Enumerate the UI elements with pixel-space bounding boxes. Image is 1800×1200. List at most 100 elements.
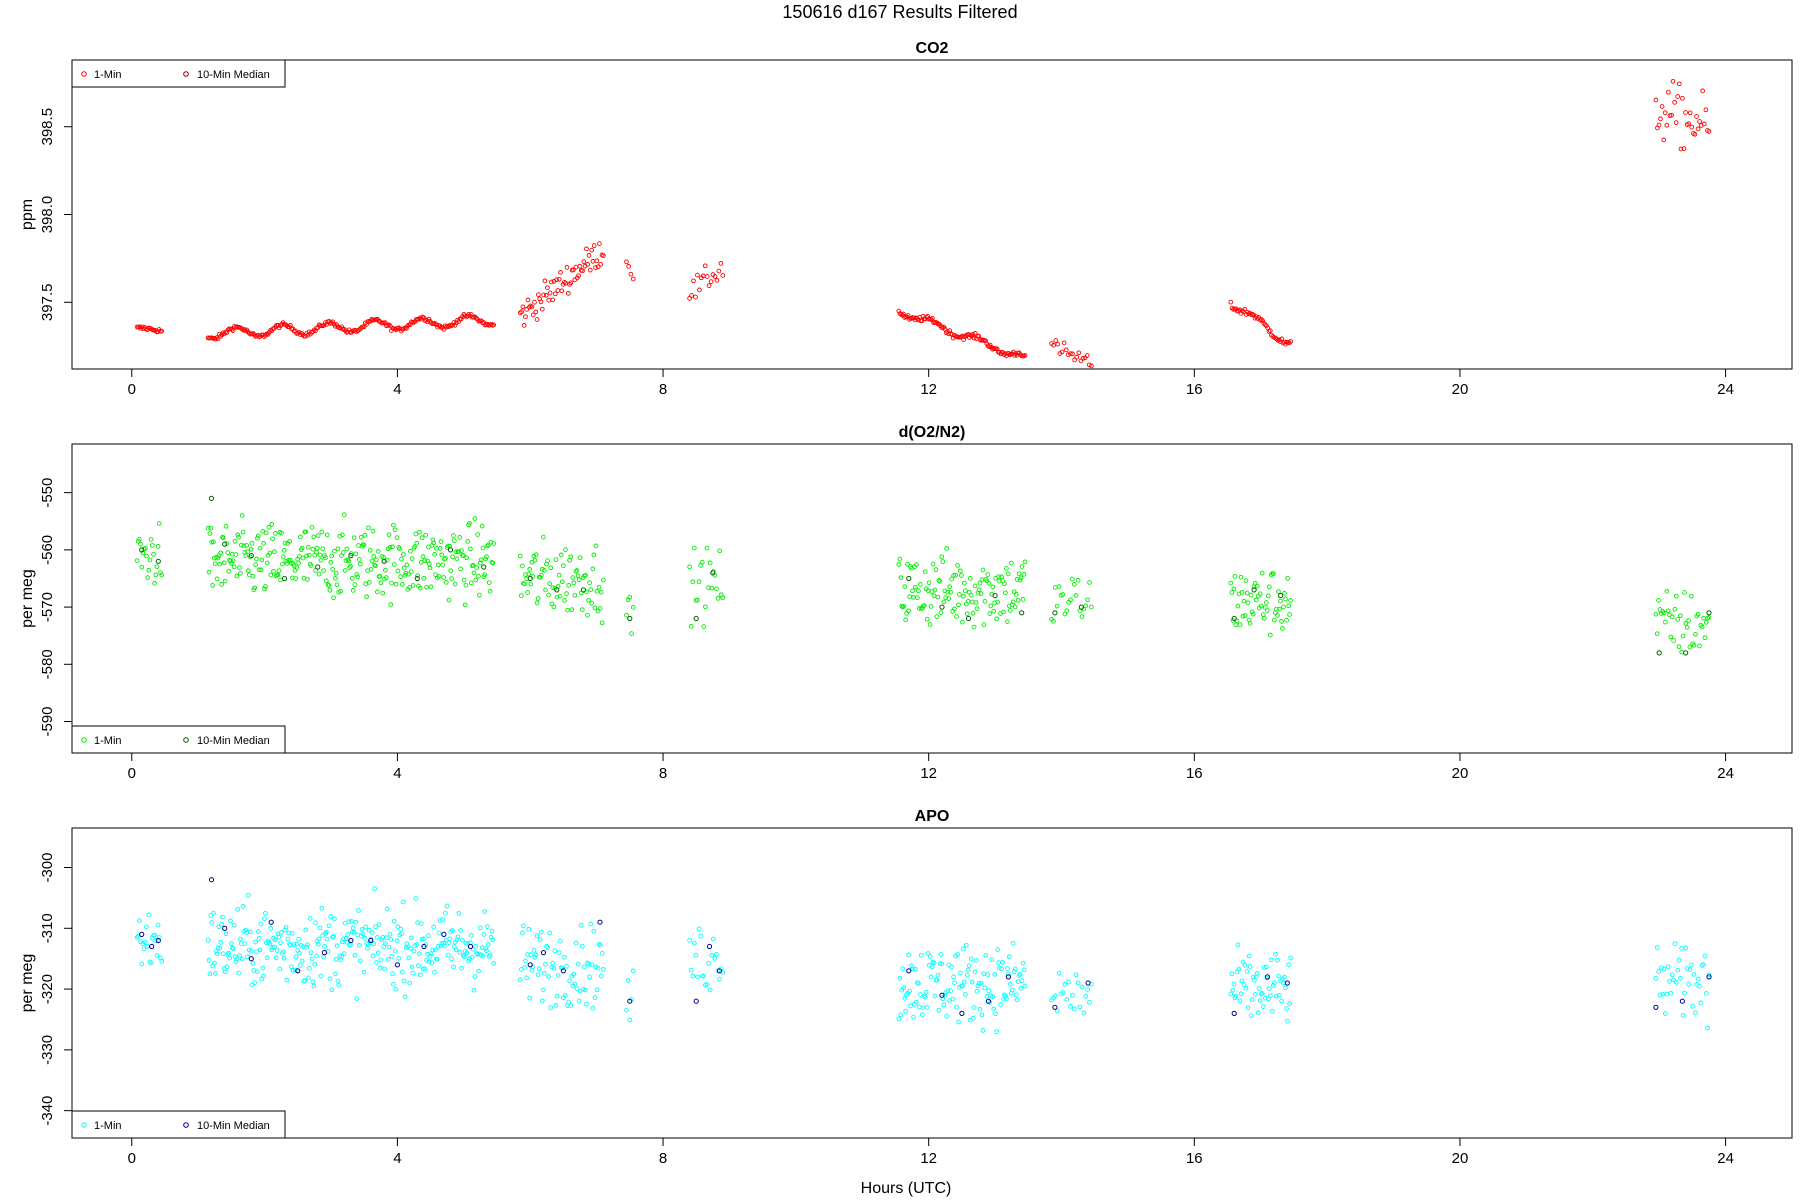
data-point-1min: [922, 994, 928, 1000]
x-tick-label: 8: [659, 1150, 667, 1167]
data-point-1min: [706, 585, 711, 591]
data-point-1min: [390, 971, 395, 977]
data-point-1min: [1703, 991, 1709, 996]
data-point-1min: [1702, 953, 1708, 959]
data-point-1min: [978, 591, 984, 596]
data-point-1min: [560, 995, 566, 1001]
panel-title: APO: [915, 808, 950, 825]
data-point-1min: [383, 935, 389, 941]
data-point-1min: [626, 264, 632, 269]
data-point-1min: [1001, 609, 1006, 615]
data-point-1min: [463, 582, 469, 588]
data-point-1min: [443, 555, 448, 561]
data-point-1min: [951, 974, 956, 980]
data-point-1min: [584, 246, 589, 252]
data-point-1min: [1071, 1006, 1077, 1012]
data-point-1min: [1693, 1010, 1698, 1016]
data-point-1min: [1087, 580, 1092, 585]
data-point-1min: [902, 996, 908, 1001]
data-point-1min: [319, 906, 325, 911]
data-point-1min: [1015, 597, 1021, 603]
data-point-1min: [400, 899, 406, 905]
data-point-median: [716, 968, 723, 974]
panel-title: CO2: [916, 40, 949, 57]
data-point-1min: [355, 574, 360, 580]
x-tick-label: 20: [1452, 381, 1469, 398]
data-point-1min: [936, 578, 942, 583]
data-point-1min: [574, 986, 580, 992]
data-point-1min: [468, 580, 474, 586]
data-point-1min: [923, 989, 929, 995]
data-point-1min: [219, 922, 224, 927]
data-point-1min: [1019, 978, 1025, 983]
data-point-1min: [550, 960, 556, 966]
data-point-1min: [545, 945, 550, 950]
data-point-1min: [385, 957, 391, 962]
data-point-1min: [533, 309, 539, 315]
data-point-1min: [916, 981, 921, 986]
data-point-1min: [384, 906, 390, 912]
data-point-1min: [246, 892, 251, 898]
data-point-1min: [950, 996, 955, 1002]
data-point-1min: [916, 606, 922, 611]
data-point-1min: [1079, 984, 1085, 990]
data-point-median: [248, 956, 254, 962]
data-point-1min: [256, 567, 262, 573]
data-point-median: [959, 1010, 965, 1017]
data-point-1min: [690, 973, 696, 979]
data-point-1min: [715, 596, 721, 601]
data-point-1min: [403, 570, 409, 576]
data-point-1min: [630, 605, 636, 610]
data-point-1min: [482, 572, 488, 578]
data-point-1min: [924, 616, 930, 622]
data-point-1min: [714, 278, 720, 283]
data-point-1min: [526, 571, 532, 577]
data-point-1min: [401, 978, 407, 984]
data-point-1min: [934, 614, 940, 619]
data-point-1min: [553, 1003, 559, 1008]
data-point-1min: [221, 951, 226, 957]
data-point-1min: [1288, 955, 1293, 961]
data-point-1min: [1003, 590, 1008, 596]
data-point-1min: [1237, 998, 1243, 1004]
data-point-1min: [1054, 1008, 1060, 1014]
data-point-1min: [1280, 626, 1285, 631]
x-tick-label: 24: [1717, 1150, 1734, 1167]
data-point-1min: [538, 299, 544, 305]
data-point-1min: [585, 262, 591, 267]
data-point-1min: [527, 567, 533, 572]
data-point-1min: [1251, 978, 1257, 983]
data-point-1min: [239, 326, 245, 332]
data-point-1min: [377, 965, 383, 971]
legend-label-median: 10-Min Median: [197, 735, 270, 747]
data-point-1min: [1664, 122, 1670, 128]
data-point-1min: [896, 561, 902, 567]
chart-panel-1: CO2 0 4 8 12 16 20 24 397.5 398.0 398.5 ppm 1-Min 10-…: [19, 40, 1793, 398]
data-point-1min: [332, 576, 338, 581]
data-point-1min: [240, 904, 246, 909]
data-point-1min: [1701, 615, 1706, 621]
data-point-1min: [148, 537, 154, 542]
data-point-1min: [303, 927, 309, 933]
data-point-1min: [460, 553, 466, 558]
data-point-1min: [407, 980, 412, 986]
data-point-1min: [427, 954, 433, 959]
data-point-1min: [556, 950, 562, 956]
data-point-1min: [958, 970, 963, 976]
data-point-1min: [216, 924, 222, 930]
data-point-median: [1052, 610, 1058, 616]
data-point-1min: [536, 966, 542, 972]
data-point-1min: [340, 532, 345, 538]
data-point-1min: [1261, 321, 1267, 326]
data-point-1min: [377, 574, 383, 579]
data-point-1min: [245, 954, 250, 960]
data-point-1min: [484, 554, 489, 560]
data-point-1min: [534, 600, 540, 606]
data-point-1min: [435, 562, 441, 568]
data-point-1min: [916, 1004, 922, 1010]
data-point-1min: [314, 545, 320, 551]
data-point-1min: [332, 916, 337, 922]
data-point-1min: [930, 959, 936, 965]
data-point-1min: [267, 550, 273, 556]
data-point-1min: [580, 986, 586, 992]
